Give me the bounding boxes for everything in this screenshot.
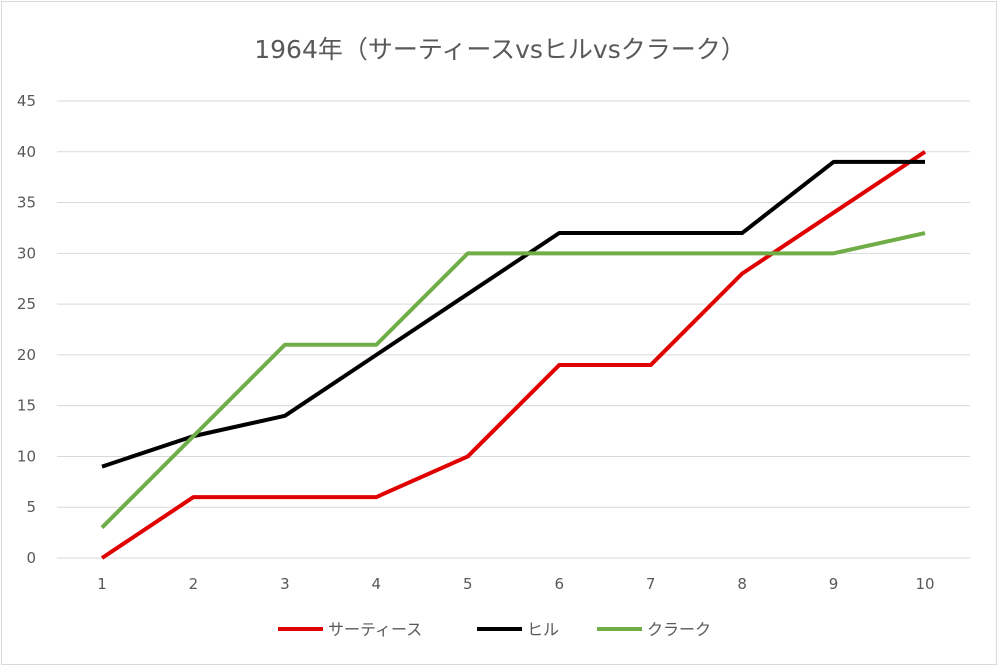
legend-label: クラーク: [647, 620, 711, 639]
legend-label: ヒル: [527, 620, 559, 639]
y-tick-label: 45: [17, 92, 36, 110]
y-tick-label: 40: [17, 143, 36, 161]
series-line: [100, 150, 927, 560]
y-tick-label: 25: [17, 295, 36, 313]
y-tick-label: 30: [17, 244, 36, 262]
chart-title: 1964年（サーティースvsヒルvsクラーク）: [254, 35, 746, 64]
x-tick-label: 1: [97, 575, 107, 593]
x-tick-label: 2: [189, 575, 199, 593]
y-tick-label: 0: [26, 549, 36, 567]
x-tick-label: 10: [915, 575, 934, 593]
legend-item: サーティース: [278, 620, 422, 639]
x-tick-label: 4: [372, 575, 382, 593]
x-tick-label: 5: [463, 575, 473, 593]
x-tick-label: 3: [280, 575, 290, 593]
x-tick-label: 6: [554, 575, 564, 593]
y-tick-label: 10: [17, 447, 36, 465]
series-line: [101, 159, 925, 469]
x-tick-label: 8: [737, 575, 747, 593]
y-tick-label: 20: [17, 346, 36, 364]
y-tick-label: 5: [26, 498, 36, 516]
y-tick-label: 15: [17, 397, 36, 415]
x-tick-label: 9: [829, 575, 839, 593]
y-tick-label: 35: [17, 194, 36, 212]
legend-label: サーティース: [328, 620, 422, 639]
legend-item: ヒル: [477, 620, 559, 639]
legend-item: クラーク: [597, 620, 711, 639]
x-tick-label: 7: [646, 575, 656, 593]
series-line: [100, 231, 926, 529]
